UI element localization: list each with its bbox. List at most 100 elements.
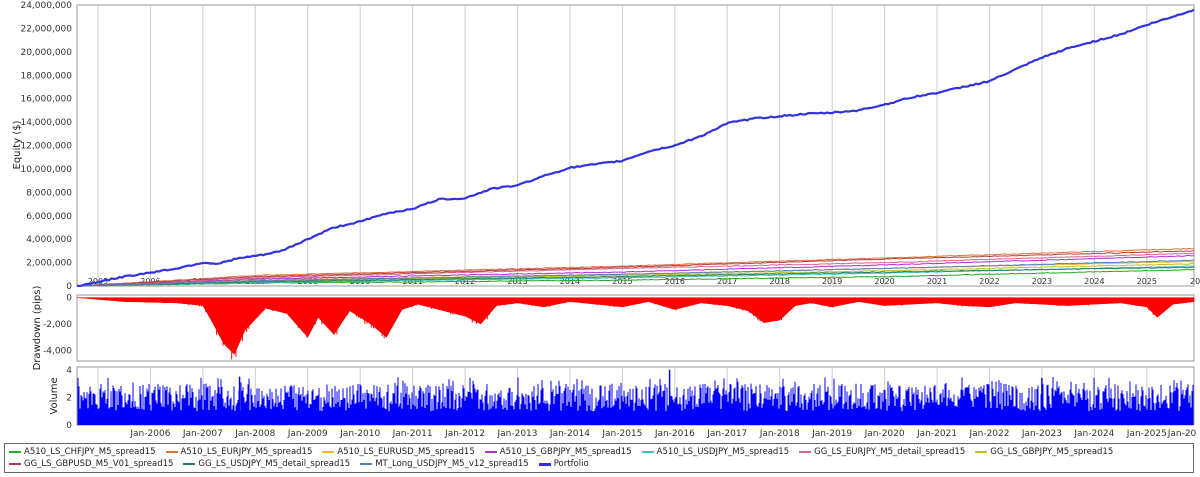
equity-y-tick-label: 0 [66, 282, 72, 292]
volume-x-tick-label: Jan-2021 [916, 429, 957, 439]
legend-label: A510_LS_CHFJPY_M5_spread15 [24, 447, 156, 457]
equity-y-axis-title: Equity ($) [12, 120, 23, 169]
legend-label: A510_LS_GBPJPY_M5_spread15 [499, 447, 632, 457]
equity-y-tick-label: 24,000,000 [20, 1, 72, 11]
legend-label: GG_LS_GBPJPY_M5_spread15 [990, 447, 1114, 457]
legend-item: MT_Long_USDJPY_M5_v12_spread15 [360, 458, 529, 470]
equity-y-tick-label: 22,000,000 [20, 24, 72, 34]
volume-y-tick-label: 2 [66, 393, 72, 403]
equity-y-ticks: 0 2,000,000 4,000,000 6,000,000 8,000,000 10,… [20, 1, 72, 292]
drawdown-spikes [78, 297, 1193, 360]
equity-panel: 0 2,000,000 4,000,000 6,000,000 8,000,000 10,… [12, 1, 1200, 292]
legend-swatch [641, 451, 654, 453]
drawdown-panel: 0 -2,000 -4,000 Drawdown (pips) [32, 286, 1195, 371]
equity-x-tick-label: 2021 [927, 277, 947, 286]
volume-x-tick-label: Jan-2017 [706, 429, 747, 439]
equity-y-tick-label: 4,000,000 [26, 235, 72, 245]
legend-swatch [165, 451, 178, 453]
legend-label: GG_LS_EURJPY_M5_detail_spread15 [814, 447, 966, 457]
legend: A510_LS_CHFJPY_M5_spread15 A510_LS_EURJPY… [4, 443, 1194, 473]
legend-item: GG_LS_GBPJPY_M5_spread15 [975, 446, 1113, 458]
equity-plot-area [76, 4, 1195, 287]
legend-swatch [360, 463, 373, 465]
volume-bars [77, 369, 1194, 425]
drawdown-y-tick-label: 0 [66, 294, 72, 304]
equity-x-tick-label: 2023 [1032, 277, 1052, 286]
equity-y-tick-label: 14,000,000 [20, 118, 72, 128]
equity-gridlines [97, 5, 1148, 286]
equity-y-tick-label: 18,000,000 [20, 71, 72, 81]
legend-item: A510_LS_USDJPY_M5_spread15 [641, 446, 790, 458]
equity-y-tick-label: 6,000,000 [26, 212, 72, 222]
volume-y-axis-title: Volume [49, 377, 60, 414]
legend-item: A510_LS_EURUSD_M5_spread15 [322, 446, 475, 458]
drawdown-y-ticks: 0 -2,000 -4,000 [43, 294, 72, 357]
volume-panel: 0 2 4 Jan-2006 Jan-2007 Jan-2008 Jan-2009 Jan-… [49, 366, 1197, 439]
legend-item: A510_LS_EURJPY_M5_spread15 [165, 446, 313, 458]
equity-y-tick-label: 16,000,000 [20, 95, 72, 105]
legend-swatch [538, 462, 551, 466]
volume-x-tick-label: Jan-2018 [759, 429, 800, 439]
volume-y-ticks: 0 2 4 [66, 366, 72, 431]
chart-svg: 0 2,000,000 4,000,000 6,000,000 8,000,000 10,… [12, 1, 1200, 439]
legend-label: MT_Long_USDJPY_M5_v12_spread15 [375, 459, 529, 469]
volume-x-ticks: Jan-2006 Jan-2007 Jan-2008 Jan-2009 Jan-2010… [129, 429, 1196, 439]
legend-swatch [322, 451, 335, 453]
equity-y-tick-label: 2,000,000 [26, 259, 72, 269]
volume-x-tick-label: Jan-2013 [496, 429, 537, 439]
legend-swatch [799, 451, 812, 453]
legend-label: GG_LS_USDJPY_M5_detail_spread15 [198, 459, 351, 469]
legend-item: Portfolio [538, 458, 589, 470]
volume-x-tick-label: Jan-2020 [864, 429, 905, 439]
equity-series-lines [76, 8, 1195, 288]
volume-x-tick-label: Jan-2025 [1126, 429, 1167, 439]
volume-x-tick-label: Jan-2007 [182, 429, 223, 439]
volume-x-tick-label: Jan-2022 [968, 429, 1009, 439]
volume-x-tick-label: Jan-2012 [444, 429, 485, 439]
equity-x-tick-label: 2025 [1137, 277, 1157, 286]
legend-item: A510_LS_GBPJPY_M5_spread15 [484, 446, 632, 458]
volume-x-tick-label: Jan-2009 [287, 429, 328, 439]
legend-swatch [9, 463, 21, 465]
equity-x-tick-label: 2017 [717, 277, 737, 286]
equity-x-tick-label: 2022 [979, 277, 999, 286]
equity-y-tick-label: 12,000,000 [20, 142, 72, 152]
equity-x-tick-label: 20 [1190, 277, 1200, 286]
volume-x-tick-label: Jan-2008 [234, 429, 275, 439]
equity-x-tick-label: 2020 [874, 277, 894, 286]
equity-y-tick-label: 20,000,000 [20, 48, 72, 58]
legend-label: GG_LS_GBPUSD_M5_V01_spread15 [24, 459, 174, 469]
volume-x-tick-label: Jan-2006 [129, 429, 170, 439]
equity-x-tick-label: 2014 [560, 277, 580, 286]
volume-x-tick-label: Jan-2024 [1073, 429, 1114, 439]
legend-label: A510_LS_EURUSD_M5_spread15 [337, 447, 475, 457]
component-series-line [76, 247, 1195, 287]
volume-x-tick-label: Jan-2019 [811, 429, 852, 439]
legend-swatch [183, 463, 196, 465]
equity-x-tick-label: 2015 [612, 277, 632, 286]
legend-label: A510_LS_EURJPY_M5_spread15 [180, 447, 313, 457]
legend-item: GG_LS_USDJPY_M5_detail_spread15 [183, 458, 350, 470]
drawdown-y-axis-title: Drawdown (pips) [32, 286, 43, 371]
volume-y-tick-label: 0 [66, 421, 72, 431]
legend-label: Portfolio [553, 459, 589, 469]
volume-x-tick-label: Jan-2023 [1021, 429, 1062, 439]
portfolio-line [76, 8, 1195, 288]
volume-x-tick-label: Jan-2014 [549, 429, 590, 439]
drawdown-y-tick-label: -4,000 [43, 346, 72, 356]
volume-x-tick-label: Jan-2016 [654, 429, 695, 439]
equity-x-tick-label: 2016 [665, 277, 685, 286]
legend-item: GG_LS_EURJPY_M5_detail_spread15 [799, 446, 965, 458]
equity-x-tick-label: 2013 [507, 277, 527, 286]
legend-label: A510_LS_USDJPY_M5_spread15 [656, 447, 790, 457]
equity-x-tick-label: 2024 [1084, 277, 1104, 286]
equity-y-tick-label: 10,000,000 [20, 165, 72, 175]
volume-x-tick-label: Jan-2015 [601, 429, 642, 439]
component-series-line [76, 254, 1195, 287]
equity-y-tick-label: 8,000,000 [26, 188, 72, 198]
legend-swatch [484, 451, 497, 453]
component-series-line [76, 252, 1195, 287]
legend-swatch [9, 451, 21, 453]
volume-y-tick-label: 4 [66, 366, 72, 376]
